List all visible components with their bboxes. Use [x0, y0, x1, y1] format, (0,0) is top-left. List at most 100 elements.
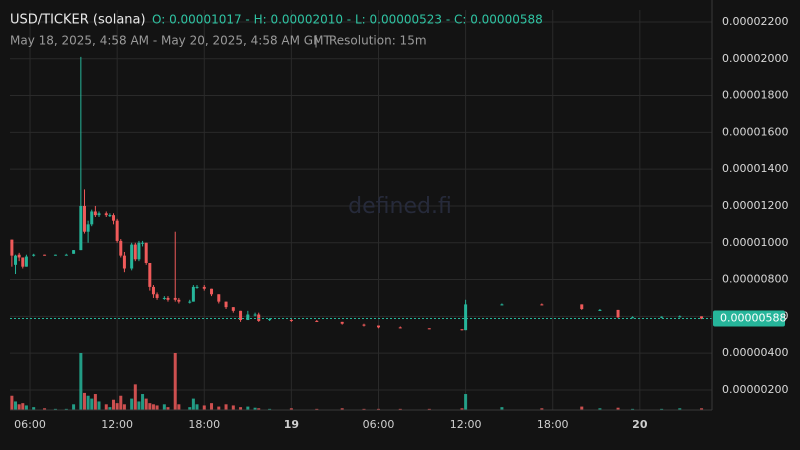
volume-bar [598, 408, 602, 410]
candle-body [151, 286, 155, 295]
candle-body [148, 262, 152, 287]
candle-body [195, 286, 199, 288]
candle-body [427, 328, 431, 330]
candle-body [315, 320, 319, 322]
volume-bar [82, 392, 86, 410]
x-tick-label: 18:00 [537, 418, 569, 431]
volume-bar [500, 407, 504, 410]
volume-bar [195, 404, 199, 410]
y-tick-label: 0.00002000 [722, 52, 788, 65]
candle-body [616, 309, 620, 318]
volume-bar [177, 404, 181, 410]
volume-bar [133, 384, 137, 410]
date-range: May 18, 2025, 4:58 AM - May 20, 2025, 4:… [10, 34, 331, 48]
candle-body [239, 310, 243, 321]
candle-body [362, 324, 366, 326]
volume-bar [93, 394, 97, 410]
volume-bar [210, 403, 214, 410]
volume-bar [257, 408, 261, 410]
y-tick-label: 0.00002200 [722, 15, 788, 28]
candle-body [112, 215, 116, 221]
candle-body [141, 242, 145, 244]
x-tick-label: 18:00 [188, 418, 220, 431]
candle-body [231, 307, 235, 311]
candle-body [464, 304, 468, 331]
volume-bar [224, 404, 228, 410]
candle-body [93, 211, 97, 216]
volume-bar [21, 403, 25, 410]
candle-body [210, 288, 214, 295]
last-price-box [713, 310, 785, 327]
volume-bar [173, 353, 177, 410]
candle-body [144, 242, 148, 263]
x-tick-label: 12:00 [450, 418, 482, 431]
volume-bar [144, 398, 148, 410]
volume-bar [315, 408, 319, 410]
volume-bar [151, 404, 155, 410]
x-tick-label: 06:00 [363, 418, 395, 431]
candle-body [678, 316, 682, 318]
y-tick-label: 0.00000400 [722, 346, 788, 359]
candle-body [115, 220, 119, 241]
volume-bar [616, 407, 620, 410]
volume-bar [104, 404, 108, 410]
volume-bar [202, 405, 206, 410]
y-tick-label: 0.00001000 [722, 236, 788, 249]
candle-body [162, 297, 166, 299]
candle-body [43, 254, 47, 256]
candle-body [90, 211, 94, 225]
volume-bar [122, 404, 126, 410]
candle-body [540, 304, 544, 306]
volume-bar [660, 408, 664, 410]
candle-body [598, 309, 602, 311]
candle-body [64, 254, 68, 256]
volume-bar [540, 408, 544, 410]
candle-body [79, 205, 83, 251]
volume-bar [268, 408, 272, 410]
volume-bar [217, 406, 221, 410]
candle-body [108, 215, 112, 217]
volume-bar [14, 401, 18, 410]
candle-body [376, 325, 380, 328]
candle-body [700, 316, 704, 319]
y-tick-label: 0.00000200 [722, 383, 788, 396]
candle-body [104, 213, 108, 216]
volume-bar [79, 353, 83, 410]
candle-body [14, 255, 18, 265]
candle-body [17, 254, 21, 258]
volume-bar [166, 407, 170, 410]
candle-body [119, 240, 123, 256]
candle-body [173, 297, 177, 300]
y-tick-label: 0.00001800 [722, 89, 788, 102]
volume-bar [700, 408, 704, 410]
volume-bar [631, 408, 635, 410]
separator: | [314, 34, 318, 48]
candle-body [155, 294, 159, 298]
x-tick-label: 19 [284, 418, 299, 431]
volume-bar [398, 408, 402, 410]
volume-bar [678, 408, 682, 410]
volume-bar [90, 398, 94, 410]
y-tick-label: 0.00001400 [722, 162, 788, 175]
volume-bar [32, 407, 36, 410]
candle-body [631, 317, 635, 319]
volume-bar [191, 398, 195, 410]
volume-bar [460, 408, 464, 410]
candle-body [398, 327, 402, 329]
x-tick-label: 06:00 [14, 418, 46, 431]
volume-bar [130, 398, 134, 410]
volume-bar [64, 408, 68, 410]
volume-bar [72, 404, 76, 410]
volume-bar [17, 404, 21, 410]
watermark: defined.fi [348, 194, 452, 219]
volume-bar [246, 406, 250, 410]
y-tick-label: 0.00001600 [722, 125, 788, 138]
volume-bar [86, 395, 90, 410]
candle-body [188, 301, 192, 303]
volume-bar [239, 407, 243, 410]
volume-bar [43, 408, 47, 410]
candle-body [166, 297, 170, 300]
candle-body [137, 242, 141, 260]
